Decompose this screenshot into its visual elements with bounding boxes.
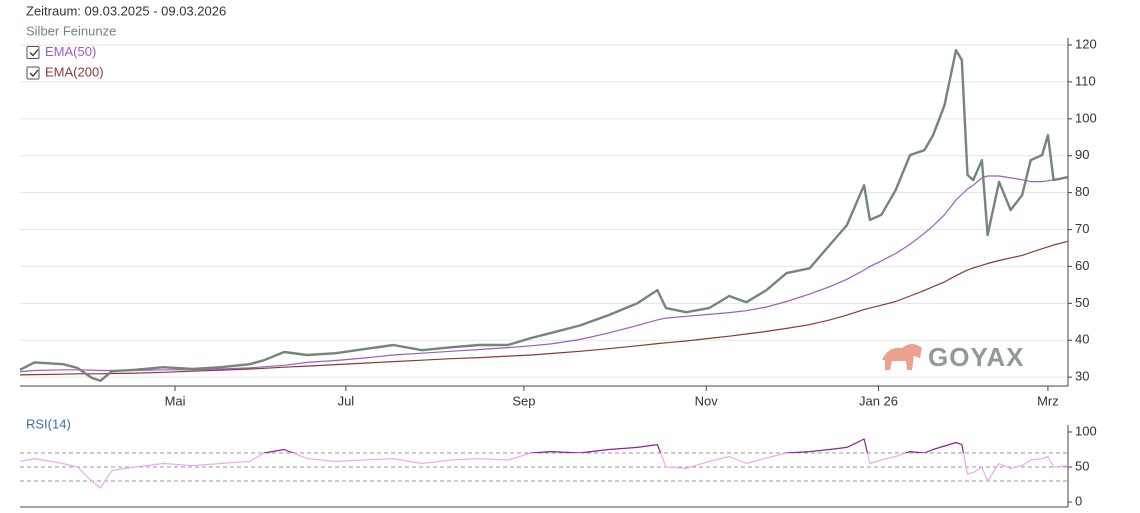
series-line: [19, 175, 1069, 373]
y-tick-label: 70: [1075, 221, 1089, 236]
y-tick-label: 60: [1075, 258, 1089, 273]
y-tick-label: 80: [1075, 184, 1089, 199]
series-line: [19, 49, 1069, 382]
legend-label: Silber Feinunze: [26, 23, 116, 38]
y-tick-label: 50: [1075, 458, 1089, 473]
y-tick-label: 110: [1075, 73, 1096, 88]
legend-check: [29, 49, 39, 57]
x-tick-label: Sep: [512, 393, 535, 408]
x-tick-label: Mrz: [1037, 393, 1059, 408]
y-tick-label: 0: [1075, 493, 1082, 508]
chart-title: Zeitraum: 09.03.2025 - 09.03.2026: [26, 3, 226, 18]
series-line: [19, 240, 1069, 376]
y-tick-label: 50: [1075, 295, 1089, 310]
x-tick-label: Jul: [338, 393, 355, 408]
watermark: GOYAX: [928, 342, 1025, 372]
legend-label: EMA(200): [45, 64, 104, 79]
y-tick-label: 100: [1075, 423, 1097, 438]
watermark-icon: [882, 344, 922, 370]
legend-checkbox: [26, 46, 40, 59]
legend-checkbox: [26, 66, 40, 80]
y-tick-label: 100: [1075, 110, 1097, 125]
rsi-line: [19, 438, 1069, 489]
y-tick-label: 90: [1075, 147, 1089, 162]
legend-label: EMA(50): [45, 44, 96, 59]
y-tick-label: 120: [1075, 36, 1097, 51]
x-tick-label: Nov: [695, 393, 719, 408]
panel-title: RSI(14): [26, 416, 71, 431]
y-tick-label: 30: [1075, 369, 1089, 384]
y-tick-label: 40: [1075, 332, 1089, 347]
x-tick-label: Mai: [165, 393, 186, 408]
legend-check: [29, 69, 39, 77]
x-tick-label: Jan 26: [859, 393, 898, 408]
